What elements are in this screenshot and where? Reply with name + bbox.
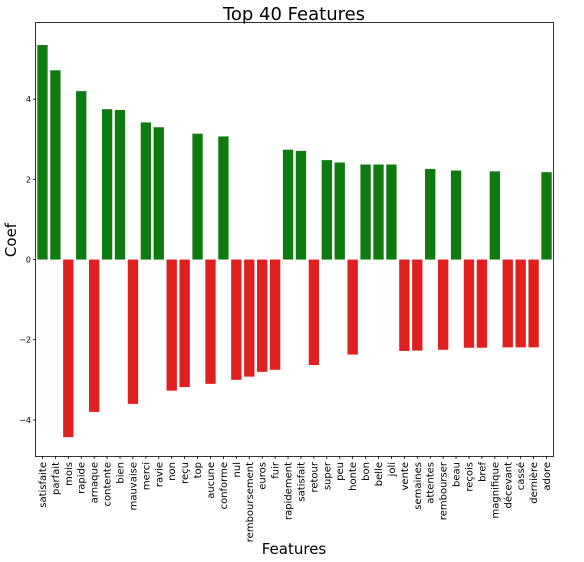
x-tick-label: décevant <box>502 462 514 509</box>
x-tick-label: dernière <box>528 462 540 504</box>
x-tick-label: non <box>167 462 178 481</box>
bar-belle <box>373 164 384 260</box>
x-tick-label: adore <box>542 462 553 491</box>
x-tick-label: parfait <box>51 462 62 495</box>
x-tick-label: aucune <box>206 462 217 499</box>
bar-rembourser <box>437 259 449 350</box>
y-axis-ticks: −4 −2 0 2 4 <box>19 95 36 425</box>
bar-conforme <box>218 136 229 260</box>
x-tick-label: semaines <box>413 462 424 510</box>
x-tick-label: super <box>322 461 333 490</box>
bar-semaines <box>412 259 423 351</box>
bar-décevant <box>502 259 513 348</box>
bar-satisfait <box>295 150 307 260</box>
bar-dernière <box>528 259 539 348</box>
x-tick-label: reçois <box>464 462 475 492</box>
x-tick-label: remboursement <box>245 462 256 542</box>
x-tick-label: fuir <box>271 461 282 479</box>
plot-frame <box>35 22 554 457</box>
x-tick-label: rapide <box>77 462 88 494</box>
bar-fuir <box>269 259 281 370</box>
bar-arnaque <box>88 259 100 412</box>
x-tick-label: bref <box>477 462 488 482</box>
x-tick-label: bon <box>361 462 372 481</box>
x-tick-label: honte <box>348 462 359 491</box>
bar-merci <box>140 122 152 260</box>
y-tick-label: 0 <box>26 256 31 265</box>
x-tick-label: bien <box>116 462 127 484</box>
bar-bref <box>476 259 488 348</box>
x-tick-label: rembourser <box>439 461 450 520</box>
x-tick-label: top <box>193 462 204 478</box>
y-axis-label: Coef <box>2 222 20 257</box>
x-tick-label: satisfaite <box>38 462 49 508</box>
x-tick-label: satisfait <box>296 462 307 502</box>
x-tick-label: beau <box>452 462 463 487</box>
bar-joli <box>386 164 397 260</box>
bar-super <box>321 160 332 260</box>
x-tick-label: rapidement <box>284 462 295 520</box>
x-axis-label: Features <box>262 540 327 558</box>
x-tick-label: retour <box>309 461 320 492</box>
bar-ravie <box>153 127 164 260</box>
bar-mauvaise <box>127 259 139 404</box>
x-tick-label: nul <box>232 462 243 477</box>
bar-non <box>166 259 177 391</box>
x-tick-label: cassé <box>515 462 527 490</box>
x-tick-label: magnifique <box>490 462 501 518</box>
x-axis-ticks: satisfaite parfait mois rapide arnaque conten… <box>38 456 553 542</box>
x-tick-label: euros <box>258 462 269 490</box>
bar-remboursement <box>244 259 255 377</box>
bar-rapidement <box>282 149 294 260</box>
x-tick-label: conforme <box>219 462 230 509</box>
bar-reçois <box>463 259 475 348</box>
x-tick-label: merci <box>141 462 152 490</box>
bar-euros <box>257 259 268 372</box>
bar-beau <box>450 170 462 260</box>
x-tick-label: mauvaise <box>128 462 139 510</box>
bar-bon <box>360 164 371 260</box>
y-tick-label: 2 <box>26 175 31 184</box>
bar-nul <box>231 259 242 380</box>
bar-vente <box>399 259 410 351</box>
bar-mois <box>63 259 74 438</box>
bar-satisfaite <box>37 45 48 260</box>
x-tick-label: ravie <box>154 462 165 487</box>
bar-magnifique <box>489 171 501 260</box>
chart-title: Top 40 Features <box>222 4 365 25</box>
x-tick-label: reçu <box>180 462 191 484</box>
bar-parfait <box>50 70 61 260</box>
bar-contente <box>101 109 113 260</box>
bar-attentes <box>425 168 436 260</box>
x-tick-label: belle <box>374 462 385 486</box>
y-tick-label: −4 <box>19 416 31 425</box>
y-tick-label: 4 <box>26 95 31 104</box>
y-tick-label: −2 <box>19 336 31 345</box>
bar-retour <box>308 259 320 365</box>
x-tick-label: mois <box>64 462 75 486</box>
bar-honte <box>347 259 358 355</box>
x-tick-label: joli <box>387 462 398 477</box>
bar-bien <box>114 110 126 260</box>
bar-cassé <box>515 259 526 348</box>
bar-peu <box>334 162 345 260</box>
bar-aucune <box>205 259 216 384</box>
x-tick-label: arnaque <box>90 462 101 503</box>
bar-rapide <box>76 91 87 260</box>
x-tick-label: vente <box>400 462 411 490</box>
bars-group <box>37 45 552 438</box>
bar-reçu <box>179 259 190 388</box>
bar-adore <box>541 172 552 260</box>
x-tick-label: peu <box>335 462 346 481</box>
x-tick-label: attentes <box>426 462 437 504</box>
x-tick-label: contente <box>103 462 114 506</box>
bar-top <box>192 133 203 260</box>
